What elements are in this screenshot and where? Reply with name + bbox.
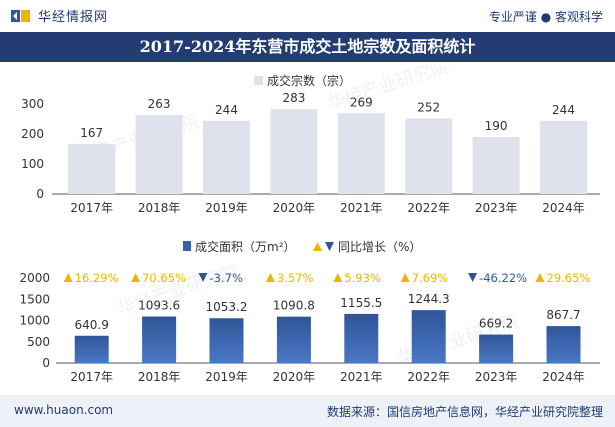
legend-down-triangle-icon (325, 242, 334, 251)
data-label-land-count: 167 (80, 126, 103, 140)
bar-land-area (276, 316, 311, 363)
growth-up-triangle-icon (333, 273, 343, 282)
x-tick-label: 2017年 (70, 201, 113, 215)
data-label-land-count: 244 (552, 103, 575, 117)
website-link[interactable]: www.huaon.com (14, 403, 114, 417)
x-tick-label: 2024年 (542, 201, 585, 215)
growth-label: 7.69% (412, 271, 449, 285)
bar-land-area (546, 326, 581, 363)
growth-up-triangle-icon (535, 273, 545, 282)
legend-label-growth: 同比增长（%） (338, 240, 421, 254)
bar-land-count (472, 137, 520, 194)
data-label-land-area: 669.2 (479, 317, 513, 331)
growth-up-triangle-icon (63, 273, 73, 282)
chart-land-area: 成交面积（万m²） 同比增长（%） 0 500 1000 1500 2000 640.9 201… (19, 239, 600, 384)
x-tick-label: 2020年 (273, 370, 316, 384)
bar-land-count (337, 113, 385, 194)
x-tick-label: 2021年 (340, 370, 383, 384)
footer-bar: www.huaon.com 数据来源：国信房地产信息网，华经产业研究院整理 (0, 395, 615, 427)
x-tick-label: 2021年 (340, 201, 383, 215)
x-tick-label: 2022年 (407, 201, 450, 215)
legend-label-land-count: 成交宗数（宗） (267, 73, 351, 88)
growth-up-triangle-icon (400, 273, 410, 282)
y-tick-label: 100 (21, 157, 44, 171)
bar-land-count (270, 109, 318, 194)
bar-land-area (142, 316, 177, 363)
growth-label: 29.65% (547, 271, 591, 285)
top-bar: 华经情报网 专业严谨 ● 客观科学 (0, 0, 615, 30)
y-tick-label: 500 (27, 335, 50, 349)
x-tick-label: 2019年 (205, 370, 248, 384)
data-label-land-count: 263 (148, 97, 171, 111)
growth-label: 16.29% (75, 271, 119, 285)
growth-label: 3.57% (277, 271, 314, 285)
y-tick-label: 1000 (19, 314, 50, 328)
bar-land-area (344, 313, 379, 363)
growth-down-triangle-icon (468, 273, 478, 282)
y-tick-label: 1500 (19, 292, 50, 306)
bar-land-count (68, 143, 116, 194)
data-label-land-area: 1155.5 (340, 296, 382, 310)
data-label-land-area: 1244.3 (408, 292, 450, 306)
y-tick-label: 200 (21, 127, 44, 141)
y-tick-label: 0 (36, 187, 44, 201)
data-label-land-area: 640.9 (75, 318, 109, 332)
brand[interactable]: 华经情报网 (10, 6, 108, 25)
growth-label: -3.7% (210, 271, 243, 285)
x-tick-label: 2019年 (205, 201, 248, 215)
growth-label: 70.65% (142, 271, 186, 285)
slogan: 专业严谨 ● 客观科学 (488, 10, 603, 24)
growth-up-triangle-icon (265, 273, 275, 282)
x-tick-label: 2022年 (407, 370, 450, 384)
data-label-land-count: 190 (485, 119, 508, 133)
data-label-land-count: 269 (350, 95, 373, 109)
data-label-land-count: 252 (417, 100, 440, 114)
x-tick-label: 2018年 (138, 201, 181, 215)
x-tick-label: 2023年 (475, 201, 518, 215)
legend-up-triangle-icon (313, 242, 322, 251)
data-source: 数据来源：国信房地产信息网，华经产业研究院整理 (326, 405, 603, 419)
huajing-logo-icon (11, 9, 30, 22)
legend-label-area: 成交面积（万m²） (195, 239, 296, 254)
bar-land-area (411, 310, 446, 363)
bar-land-area (209, 318, 244, 363)
x-tick-label: 2020年 (273, 201, 316, 215)
data-label-land-area: 1093.6 (138, 299, 180, 313)
bar-land-count (203, 120, 250, 194)
y-tick-label: 0 (42, 356, 50, 370)
bar-land-count (405, 118, 453, 194)
y-tick-label: 2000 (19, 271, 50, 285)
data-label-land-count: 283 (282, 91, 305, 105)
x-tick-label: 2018年 (138, 370, 181, 384)
growth-label: -46.22% (479, 271, 527, 285)
data-label-land-area: 1053.2 (206, 300, 248, 314)
bar-land-area (74, 335, 109, 363)
bar-land-area (479, 334, 514, 363)
x-tick-label: 2017年 (70, 370, 113, 384)
growth-down-triangle-icon (198, 273, 208, 282)
bar-land-count (540, 120, 587, 194)
charts-area: 华经产业研究院华经产业研究院华经产业研究院华经产业研究院 成交宗数（宗）0100… (19, 65, 600, 384)
data-label-land-count: 244 (215, 103, 238, 117)
legend-swatch-area (183, 241, 191, 251)
brand-name: 华经情报网 (38, 10, 109, 25)
y-tick-label: 300 (21, 97, 44, 111)
title-bar: 2017-2024年东营市成交土地宗数及面积统计 (0, 32, 615, 62)
growth-up-triangle-icon (131, 273, 141, 282)
chart-land-count: 成交宗数（宗） 0 100 200 300 167 2017年 263 2018年 244 2019… (21, 73, 600, 215)
growth-label: 5.93% (344, 271, 381, 285)
x-tick-label: 2023年 (475, 370, 518, 384)
x-tick-label: 2024年 (542, 370, 585, 384)
data-label-land-area: 1090.8 (273, 299, 315, 313)
chart-title: 2017-2024年东营市成交土地宗数及面积统计 (139, 37, 476, 56)
legend-swatch-land-count (254, 76, 263, 85)
data-label-land-area: 867.7 (546, 308, 580, 322)
bar-land-count (135, 115, 183, 194)
